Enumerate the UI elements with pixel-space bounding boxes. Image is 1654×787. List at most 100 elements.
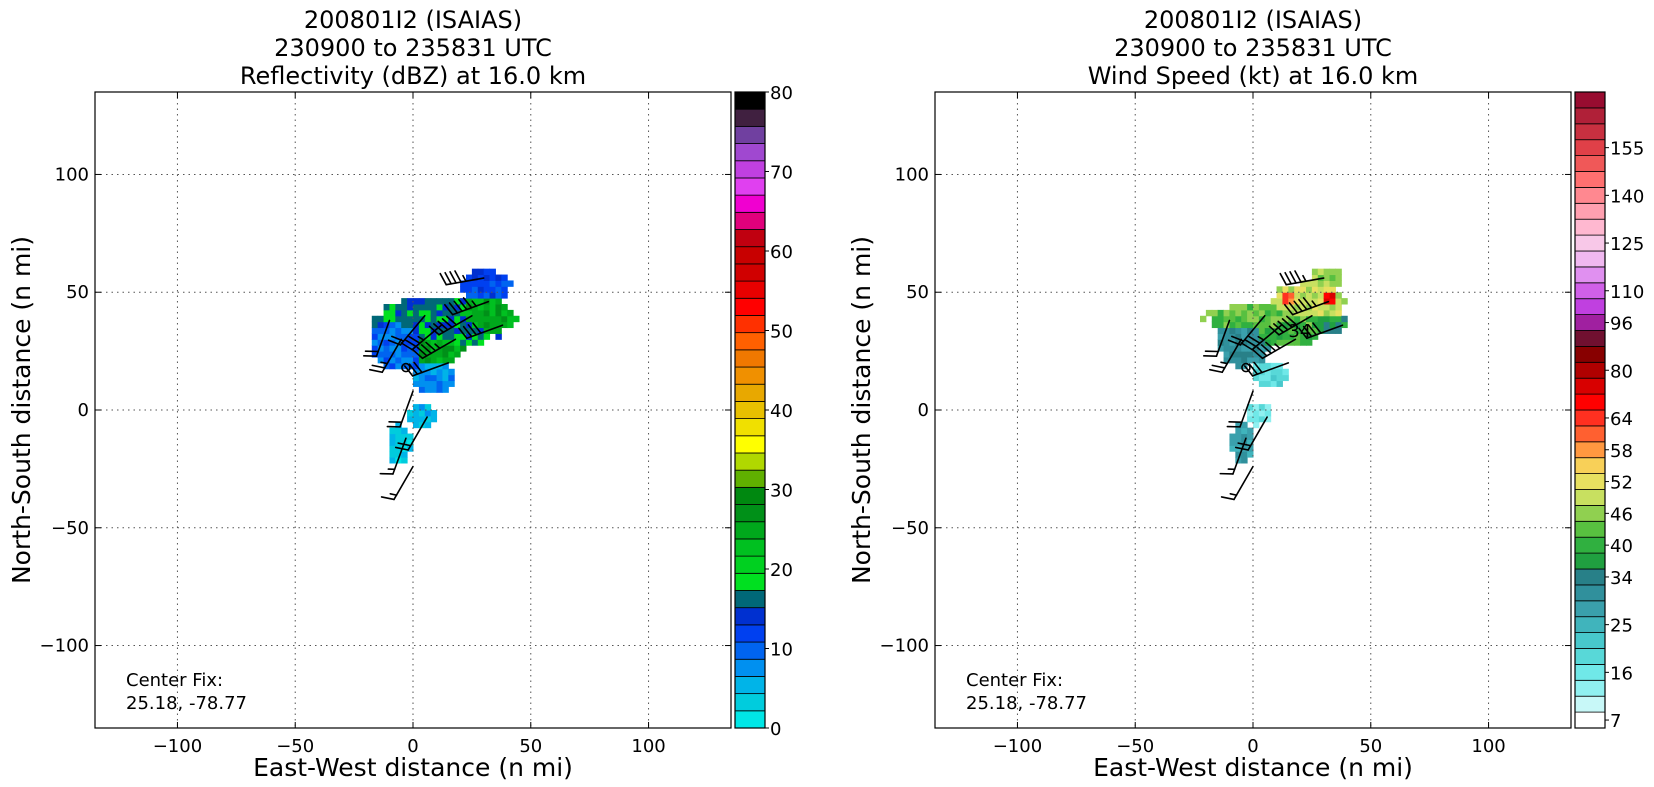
colorbar-segment bbox=[734, 469, 766, 488]
heatmap-cell bbox=[1247, 427, 1254, 435]
heatmap-cell bbox=[471, 327, 479, 334]
colorbar-tick-label: 64 bbox=[1610, 409, 1633, 430]
heatmap-cell bbox=[1276, 292, 1283, 299]
heatmap-cell bbox=[495, 292, 502, 299]
heatmap-cell bbox=[424, 368, 432, 376]
heatmap-cell bbox=[1258, 304, 1266, 311]
heatmap-cell bbox=[466, 339, 473, 346]
colorbar-segment bbox=[1574, 234, 1606, 252]
heatmap-cell bbox=[424, 298, 432, 305]
colorbar-segment bbox=[1574, 107, 1606, 125]
heatmap-cell bbox=[495, 280, 502, 287]
heatmap-cell bbox=[466, 280, 473, 287]
colorbar-segment bbox=[1574, 616, 1606, 634]
heatmap-cell bbox=[1229, 433, 1236, 440]
heatmap-cell bbox=[1311, 327, 1319, 334]
heatmap-cell bbox=[442, 333, 449, 340]
colorbar-tick-label: 70 bbox=[770, 163, 793, 184]
heatmap-cell bbox=[1223, 357, 1230, 364]
heatmap-cell bbox=[1323, 315, 1331, 323]
heatmap-cell bbox=[1329, 286, 1336, 293]
colorbar-segment bbox=[1574, 489, 1606, 506]
wind-barb bbox=[1279, 270, 1325, 286]
heatmap-cell bbox=[477, 315, 485, 323]
heatmap-cell bbox=[383, 333, 390, 340]
heatmap-cell bbox=[1306, 298, 1313, 305]
heatmap-cell bbox=[1241, 357, 1248, 364]
heatmap-cell bbox=[466, 298, 473, 305]
heatmap-cell bbox=[1294, 333, 1301, 340]
heatmap-cell bbox=[430, 368, 438, 376]
heatmap-cell bbox=[1241, 451, 1248, 458]
heatmap-cell bbox=[418, 339, 426, 346]
heatmap-cell bbox=[413, 315, 420, 323]
heatmap-cell bbox=[1288, 321, 1295, 329]
wind-barb bbox=[1220, 465, 1254, 501]
colorbar-segment bbox=[734, 676, 766, 695]
heatmap-cell bbox=[413, 410, 420, 417]
heatmap-cell bbox=[424, 404, 432, 411]
heatmap-cell bbox=[1341, 298, 1348, 305]
heatmap-cell bbox=[448, 327, 455, 334]
colorbar-segment bbox=[734, 280, 766, 299]
heatmap-cell bbox=[1253, 357, 1260, 364]
heatmap-cell bbox=[442, 374, 449, 382]
heatmap-cell bbox=[407, 327, 414, 334]
y-tick-label: 0 bbox=[918, 400, 929, 421]
heatmap-cell bbox=[1329, 327, 1336, 334]
colorbar-segment bbox=[1574, 664, 1606, 681]
reflectivity-panel: 200801I2 (ISAIAS)230900 to 235831 UTCRef… bbox=[7, 6, 793, 782]
heatmap-cell bbox=[371, 345, 379, 352]
colorbar-segment bbox=[734, 366, 766, 385]
wind-barb bbox=[380, 465, 414, 501]
heatmap-cell bbox=[448, 374, 455, 382]
heatmap-cell bbox=[430, 351, 438, 358]
heatmap-cell bbox=[1276, 339, 1283, 346]
heatmap-cell bbox=[448, 304, 455, 311]
heatmap-cell bbox=[1341, 315, 1348, 323]
heatmap-cell bbox=[1276, 315, 1283, 323]
heatmap-cell bbox=[395, 345, 402, 352]
heatmap-cell bbox=[1217, 321, 1225, 329]
y-tick-label: 50 bbox=[906, 282, 929, 303]
heatmap-cell bbox=[395, 421, 402, 429]
heatmap-cell bbox=[1223, 333, 1230, 340]
heatmap-cell bbox=[1282, 292, 1289, 299]
heatmap-cell bbox=[1247, 451, 1254, 458]
heatmap-cell bbox=[1241, 351, 1248, 358]
heatmap-cell bbox=[1323, 309, 1331, 317]
wind-barb bbox=[1240, 324, 1283, 351]
heatmap-cell bbox=[1311, 280, 1319, 287]
heatmap-cell bbox=[501, 286, 508, 293]
colorbar-segment bbox=[734, 435, 766, 454]
heatmap-cell bbox=[1341, 321, 1348, 329]
heatmap-cell bbox=[466, 304, 473, 311]
y-tick-label: −100 bbox=[40, 636, 89, 657]
heatmap-cell bbox=[1300, 309, 1307, 317]
heatmap-cells bbox=[371, 268, 520, 464]
heatmap-cell bbox=[418, 415, 426, 423]
heatmap-cell bbox=[1317, 268, 1325, 276]
heatmap-cell bbox=[466, 327, 473, 334]
heatmap-cell bbox=[436, 351, 443, 358]
heatmap-cell bbox=[460, 280, 467, 287]
heatmap-cell bbox=[436, 380, 443, 387]
heatmap-cell bbox=[483, 292, 491, 299]
heatmap-cell bbox=[1276, 374, 1283, 382]
heatmap-cell bbox=[1253, 351, 1260, 358]
heatmap-cell bbox=[483, 286, 491, 293]
colorbar-tick-label: 60 bbox=[770, 242, 793, 263]
heatmap-cell bbox=[495, 298, 502, 305]
heatmap-cell bbox=[1235, 362, 1242, 370]
heatmap-cell bbox=[1264, 304, 1272, 311]
center-fix-annotation: Center Fix: bbox=[126, 670, 223, 691]
heatmap-cell bbox=[1247, 415, 1254, 423]
heatmap-cell bbox=[430, 333, 438, 340]
heatmap-cell bbox=[448, 321, 455, 329]
heatmap-cell bbox=[1241, 427, 1248, 435]
x-tick-label: −50 bbox=[1116, 736, 1154, 757]
heatmap-cell bbox=[377, 315, 385, 323]
heatmap-cell bbox=[1247, 445, 1254, 452]
heatmap-cell bbox=[1241, 309, 1248, 317]
colorbar-segment bbox=[1574, 457, 1606, 475]
